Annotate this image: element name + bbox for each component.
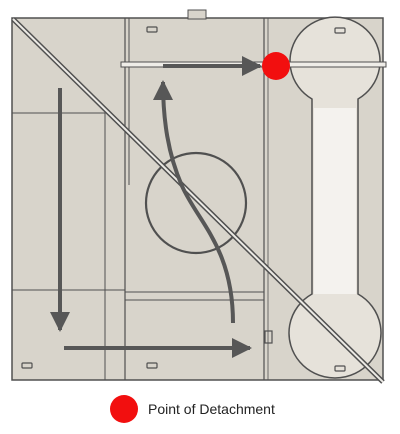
- detachment-point: [262, 52, 290, 80]
- slot-top-right: [334, 27, 346, 34]
- arrow-curve-up: [153, 80, 235, 324]
- slot-small-tab: [264, 330, 273, 344]
- legend-red-dot-icon: [110, 395, 138, 423]
- slot-top-left: [146, 26, 158, 33]
- legend: Point of Detachment: [110, 394, 275, 424]
- slot-bottom-right: [334, 365, 346, 372]
- diagonal-rod-core: [12, 18, 384, 383]
- center-circle: [144, 151, 248, 255]
- dumbbell-bar: [314, 108, 356, 294]
- slot-bottom-middle: [146, 362, 158, 369]
- legend-label: Point of Detachment: [148, 401, 275, 417]
- top-tab: [187, 9, 207, 20]
- slot-bottom-left: [21, 362, 33, 369]
